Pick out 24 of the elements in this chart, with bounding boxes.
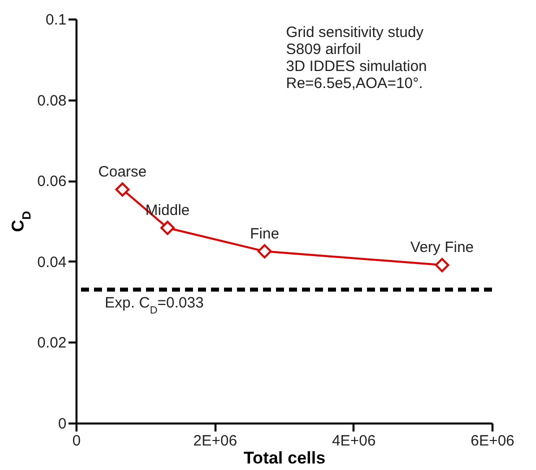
annotation: Coarse xyxy=(98,163,147,180)
y-tick-label: 0.04 xyxy=(37,254,66,271)
annotation: Fine xyxy=(250,225,280,242)
point xyxy=(434,258,450,272)
ref-line-label: Exp. C$_{D}$=0.033 xyxy=(104,294,204,317)
annotation: Re=6.5e5,AOA=10°. xyxy=(286,75,423,92)
y-tick-label: 0 xyxy=(58,416,66,432)
annotation: Very Fine xyxy=(410,239,474,256)
x-tick-label: 6E+06 xyxy=(470,432,514,450)
x-tick-label: 2E+06 xyxy=(193,432,238,450)
y-tick-label: 0.08 xyxy=(37,92,66,110)
x-tick-label: 0 xyxy=(72,432,81,450)
annotation: S809 airfoil xyxy=(286,41,362,58)
point xyxy=(115,182,130,197)
y-tick-label: 0.06 xyxy=(37,173,66,190)
y-tick-label: 0.1 xyxy=(46,12,66,28)
y-tick-label: 0.02 xyxy=(37,334,66,352)
annotation: 3D IDDES simulation xyxy=(286,58,427,75)
x-tick-label: 4E+06 xyxy=(332,432,376,450)
x-axis-title: Total cells xyxy=(244,448,326,468)
point xyxy=(160,220,175,235)
annotation: Middle xyxy=(145,202,190,219)
annotation: Grid sensitivity study xyxy=(286,24,424,41)
point xyxy=(257,244,272,258)
